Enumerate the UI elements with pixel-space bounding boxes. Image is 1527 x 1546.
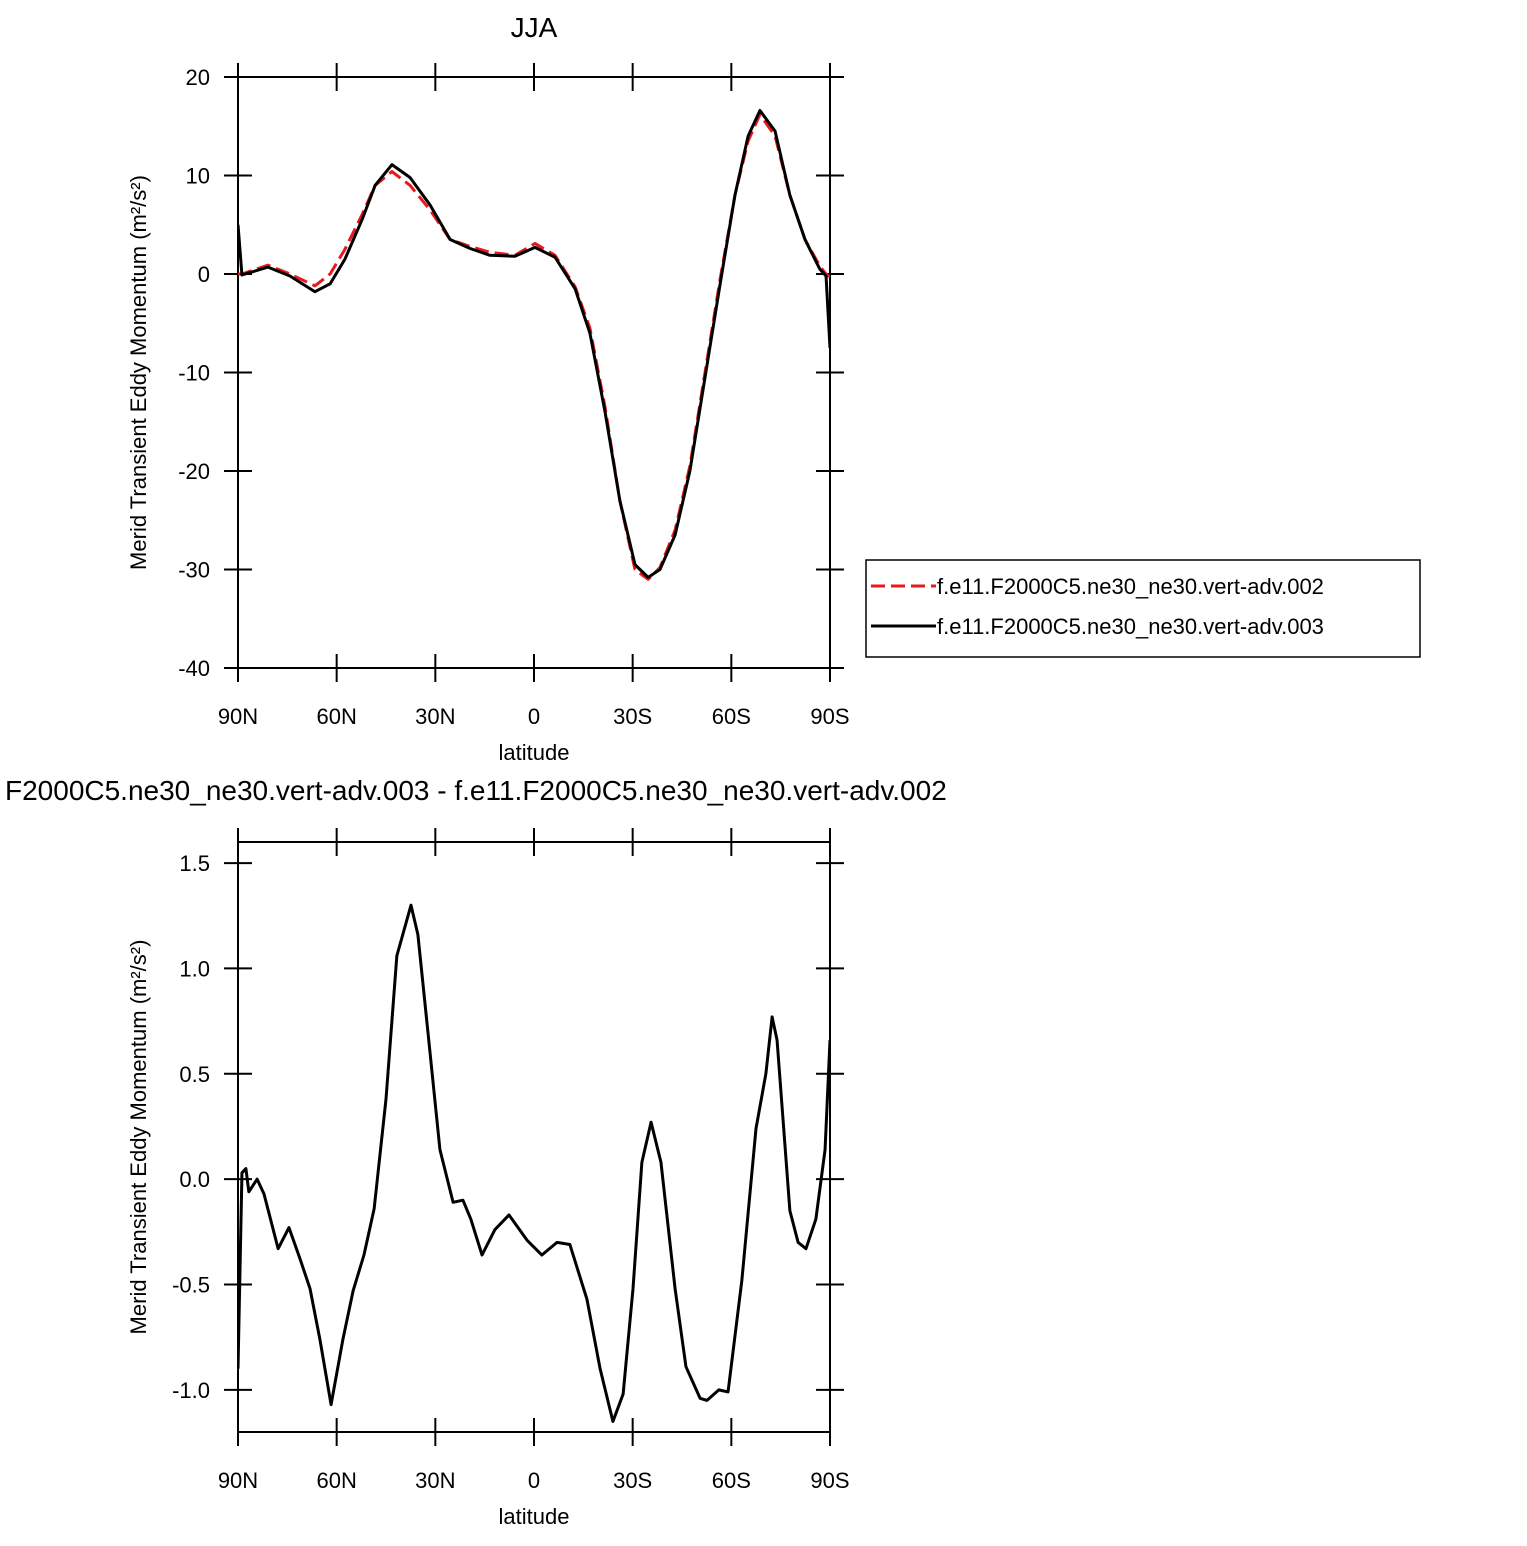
chart-title: F2000C5.ne30_ne30.vert-adv.003 - f.e11.F… bbox=[5, 775, 947, 806]
data-line bbox=[238, 108, 830, 579]
x-axis-label: latitude bbox=[499, 740, 570, 765]
y-tick-label: 1.5 bbox=[179, 851, 210, 876]
x-tick-label: 30S bbox=[613, 704, 652, 729]
legend-label: f.e11.F2000C5.ne30_ne30.vert-adv.003 bbox=[937, 614, 1324, 639]
y-tick-label: 20 bbox=[186, 65, 210, 90]
x-tick-label: 30S bbox=[613, 1468, 652, 1493]
plot-frame bbox=[237, 76, 831, 669]
x-tick-label: 0 bbox=[528, 704, 540, 729]
plot-frame bbox=[237, 841, 831, 1433]
y-tick-label: -0.5 bbox=[172, 1273, 210, 1298]
y-tick-label: 0.5 bbox=[179, 1062, 210, 1087]
x-tick-label: 60N bbox=[316, 704, 356, 729]
x-tick-label: 30N bbox=[415, 704, 455, 729]
x-axis-label: latitude bbox=[499, 1504, 570, 1529]
legend-label: f.e11.F2000C5.ne30_ne30.vert-adv.002 bbox=[937, 574, 1324, 599]
chart-title: JJA bbox=[511, 12, 558, 43]
y-axis-label: Merid Transient Eddy Momentum (m²/s²) bbox=[126, 175, 151, 570]
y-tick-label: 10 bbox=[186, 164, 210, 189]
y-tick-label: 1.0 bbox=[179, 956, 210, 981]
y-axis-label: Merid Transient Eddy Momentum (m²/s²) bbox=[126, 940, 151, 1335]
y-tick-label: -1.0 bbox=[172, 1378, 210, 1403]
x-tick-label: 90S bbox=[810, 704, 849, 729]
y-tick-label: -40 bbox=[178, 656, 210, 681]
y-tick-label: -20 bbox=[178, 459, 210, 484]
x-tick-label: 30N bbox=[415, 1468, 455, 1493]
data-line bbox=[238, 903, 830, 1423]
x-tick-label: 90S bbox=[810, 1468, 849, 1493]
x-tick-label: 90N bbox=[218, 704, 258, 729]
x-tick-label: 60S bbox=[712, 1468, 751, 1493]
x-tick-label: 0 bbox=[528, 1468, 540, 1493]
y-tick-label: 0.0 bbox=[179, 1167, 210, 1192]
x-tick-label: 90N bbox=[218, 1468, 258, 1493]
y-tick-label: -10 bbox=[178, 361, 210, 386]
x-tick-label: 60N bbox=[316, 1468, 356, 1493]
y-tick-label: 0 bbox=[198, 262, 210, 287]
legend-box bbox=[865, 559, 1421, 658]
data-line bbox=[238, 112, 830, 581]
y-tick-label: -30 bbox=[178, 558, 210, 583]
x-tick-label: 60S bbox=[712, 704, 751, 729]
